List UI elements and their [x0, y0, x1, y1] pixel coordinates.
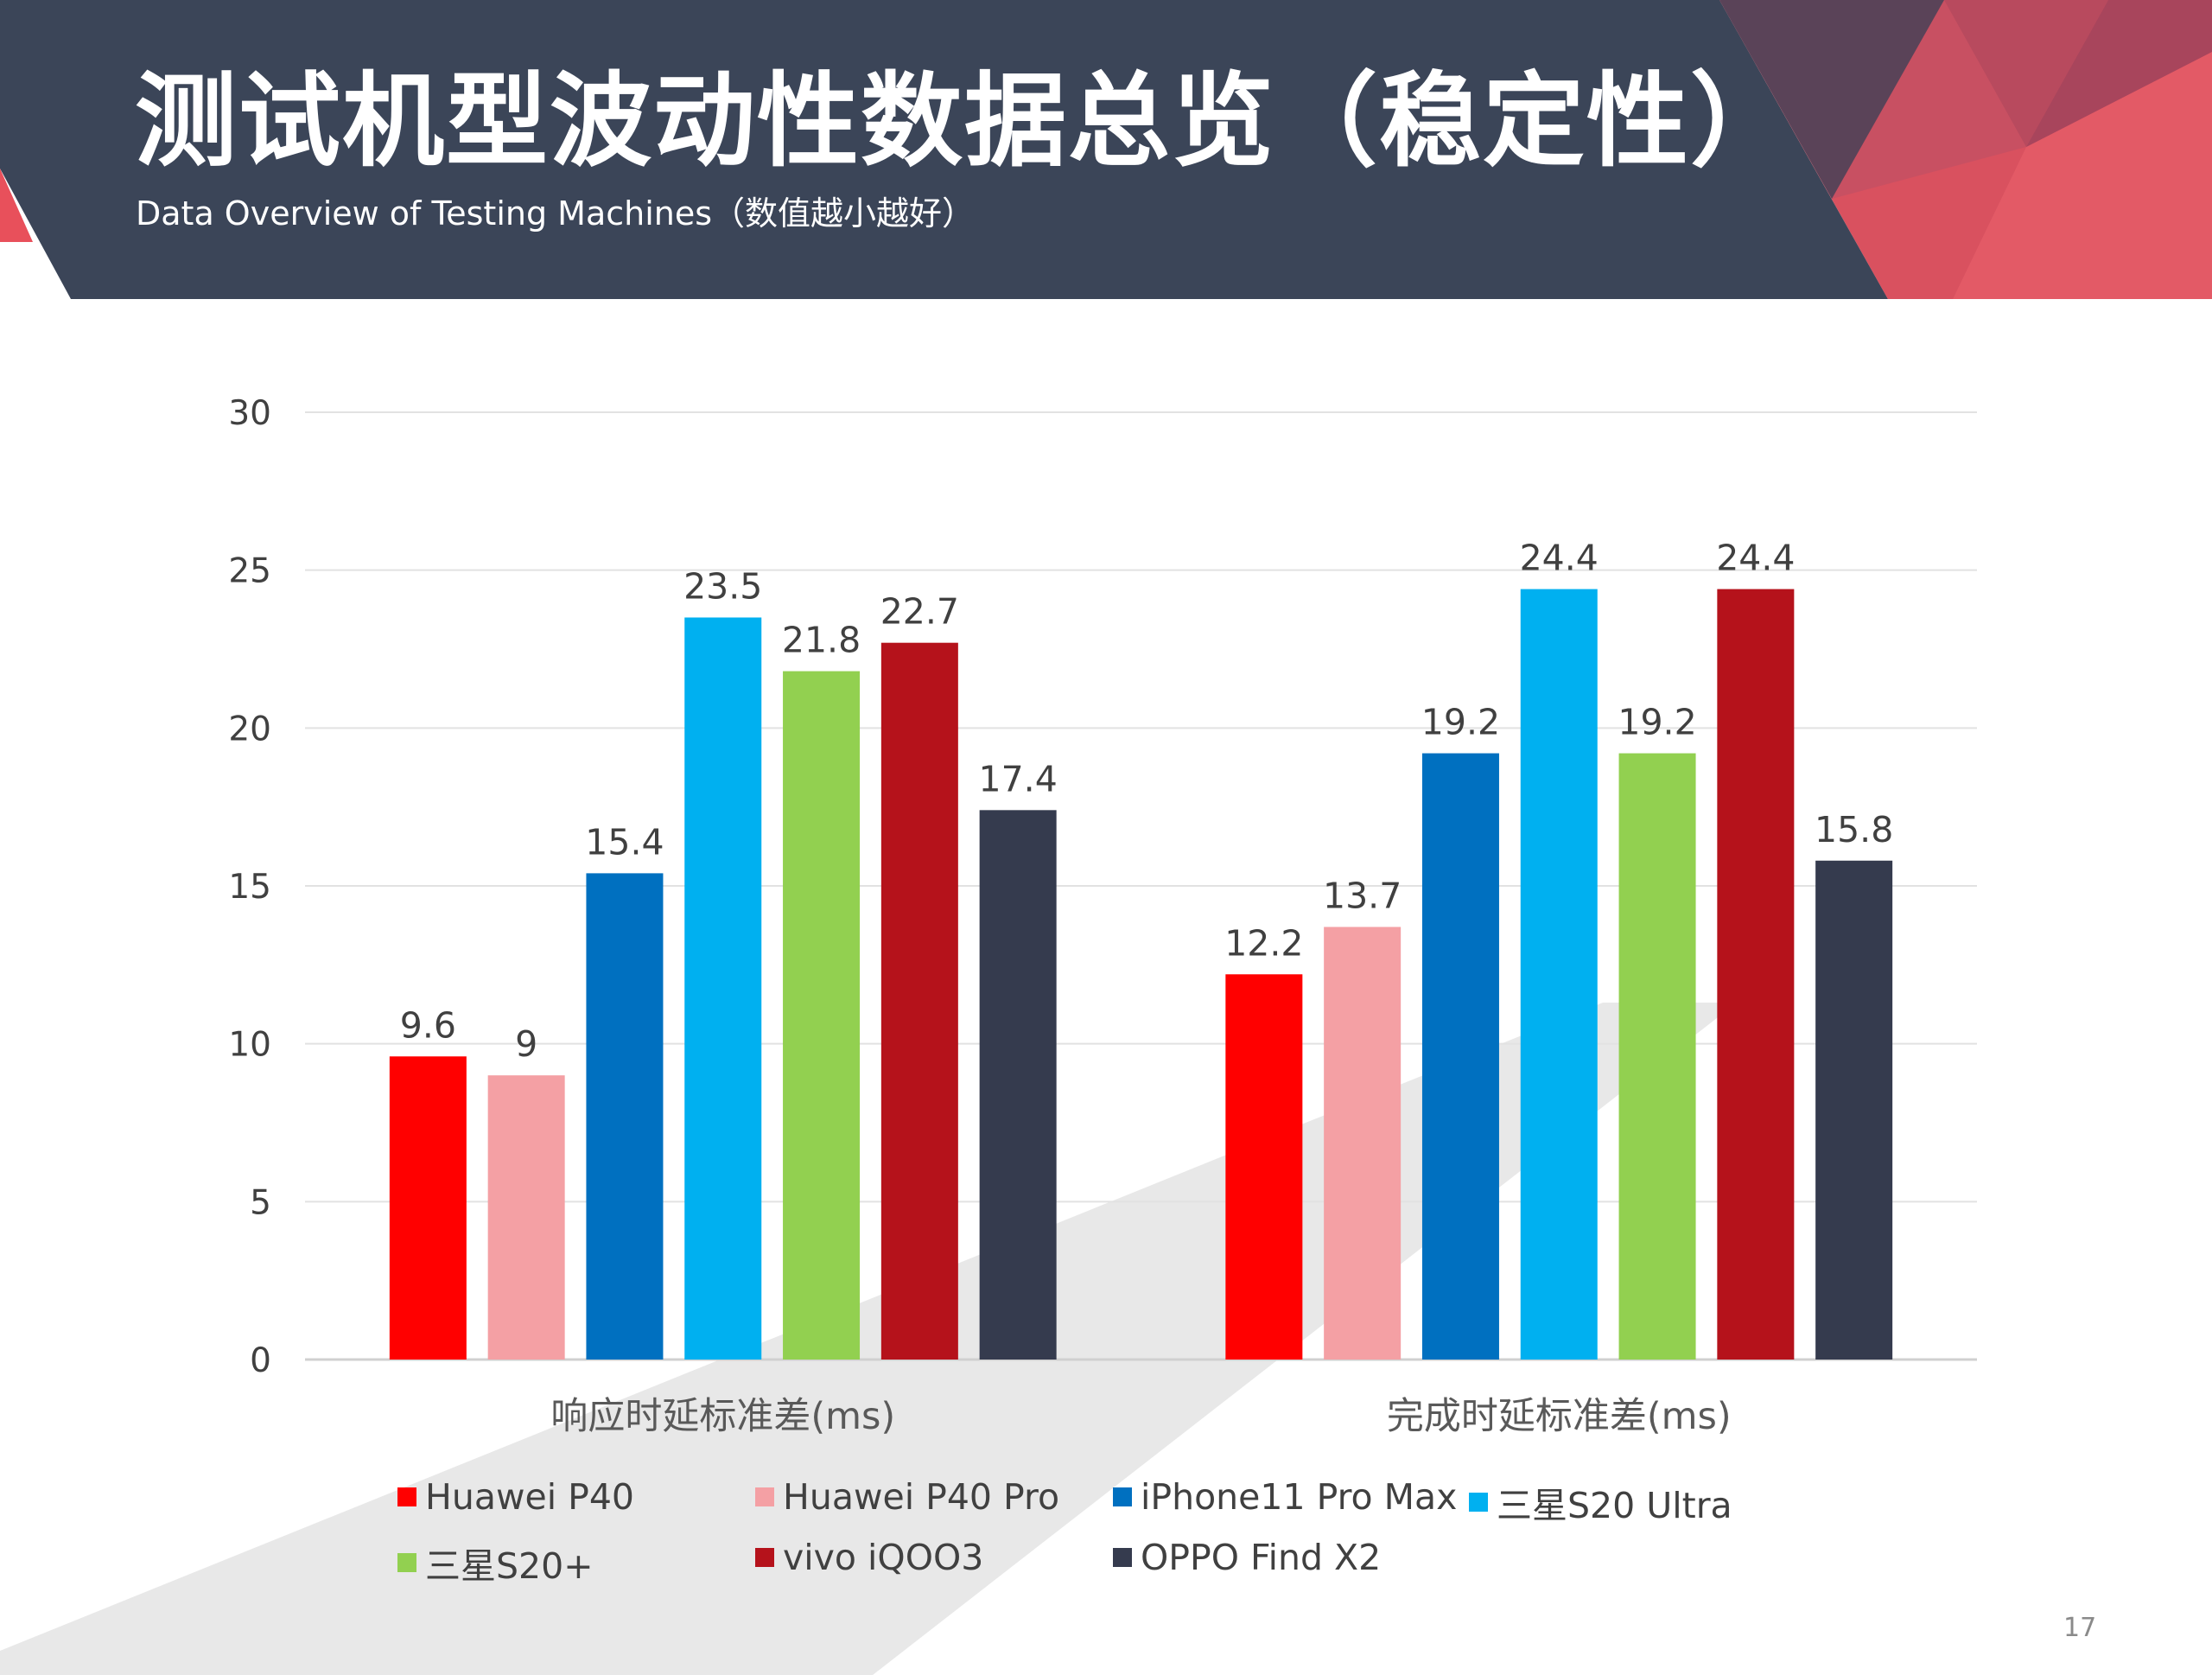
legend-label: iPhone11 Pro Max: [1141, 1476, 1458, 1518]
bar-2-5: [1618, 753, 1696, 1360]
legend-swatch: [1113, 1487, 1132, 1506]
bar-2-3: [1421, 753, 1499, 1360]
legend-swatch: [1469, 1493, 1488, 1512]
page-subtitle: Data Overview of Testing Machines（数值越小越好…: [136, 194, 976, 232]
legend-item: vivo iQOO3: [755, 1537, 983, 1578]
bar-1-6: [880, 642, 958, 1360]
bar-2-4: [1520, 589, 1598, 1360]
legend-item: Huawei P40 Pro: [755, 1476, 1059, 1518]
bar-1-4: [684, 617, 762, 1360]
data-label: 15.4: [585, 821, 664, 863]
background-band: [0, 1003, 1737, 1675]
data-label: 21.8: [782, 620, 861, 661]
bar-1-3: [586, 873, 664, 1360]
bar-2-7: [1815, 860, 1893, 1360]
legend-swatch: [1113, 1548, 1132, 1567]
bar-1-5: [783, 671, 861, 1360]
data-label: 9.6: [400, 1004, 456, 1046]
data-label: 23.5: [683, 565, 762, 607]
data-label: 19.2: [1421, 702, 1500, 743]
legend-swatch: [755, 1548, 774, 1567]
y-tick-label: 25: [228, 552, 271, 591]
legend-item: iPhone11 Pro Max: [1113, 1476, 1457, 1518]
y-tick-label: 20: [228, 710, 271, 748]
legend-item: 三星S20 Ultra: [1469, 1476, 1732, 1528]
y-tick-label: 30: [228, 394, 271, 433]
data-label: 24.4: [1716, 538, 1795, 579]
legend-swatch: [397, 1487, 416, 1506]
y-tick-label: 15: [228, 868, 271, 907]
data-label: 13.7: [1323, 875, 1402, 916]
legend: Huawei P40 Huawei P40 Pro iPhone11 Pro Max…: [397, 1476, 1797, 1606]
bar-1-2: [487, 1075, 565, 1360]
legend-label: Huawei P40: [425, 1476, 635, 1518]
category-label: 响应时延标准差(ms): [550, 1395, 895, 1438]
legend-label: vivo iQOO3: [783, 1537, 984, 1578]
y-tick-label: 0: [250, 1341, 271, 1380]
data-label: 17.4: [979, 758, 1058, 799]
legend-label: 三星S20+: [425, 1545, 594, 1587]
page-title: 测试机型波动性数据总览（稳定性）: [135, 61, 1795, 181]
data-label: 22.7: [880, 591, 959, 633]
grid-lines: [305, 411, 1977, 1361]
data-label: 9: [515, 1023, 537, 1065]
y-tick-label: 10: [228, 1026, 271, 1065]
legend-item: Huawei P40: [397, 1476, 634, 1518]
legend-label: Huawei P40 Pro: [783, 1476, 1060, 1518]
bar-2-2: [1324, 927, 1402, 1360]
legend-swatch: [397, 1553, 416, 1572]
data-label: 15.8: [1815, 809, 1893, 850]
bar-2-6: [1717, 589, 1795, 1360]
bar-1-1: [389, 1056, 467, 1360]
y-axis-ticks: 0 5 10 15 20 25 30: [228, 394, 271, 1380]
legend-swatch: [755, 1487, 774, 1506]
header-background: [0, 0, 2212, 299]
data-label: 24.4: [1520, 538, 1599, 579]
data-label: 12.2: [1224, 922, 1303, 964]
legend-label: OPPO Find X2: [1141, 1537, 1382, 1578]
data-labels: 9.6 9 15.4 23.5 21.8 22.7 17.4 12.2 13.7 19.2 24.4…: [400, 538, 1894, 1066]
legend-item: OPPO Find X2: [1113, 1537, 1381, 1578]
header-banner: 测试机型波动性数据总览（稳定性） Data Overview of Testin…: [0, 0, 2212, 299]
data-label: 19.2: [1618, 702, 1696, 743]
category-label: 完成时延标准差(ms): [1387, 1395, 1732, 1438]
category-labels: 响应时延标准差(ms) 完成时延标准差(ms): [550, 1395, 1731, 1438]
y-tick-label: 5: [250, 1183, 271, 1222]
bar-1-7: [979, 810, 1057, 1360]
bars: [389, 589, 1893, 1360]
page-number: 17: [2063, 1613, 2097, 1643]
bar-2-1: [1225, 974, 1303, 1360]
legend-item: 三星S20+: [397, 1537, 594, 1589]
legend-label: 三星S20 Ultra: [1497, 1485, 1732, 1526]
